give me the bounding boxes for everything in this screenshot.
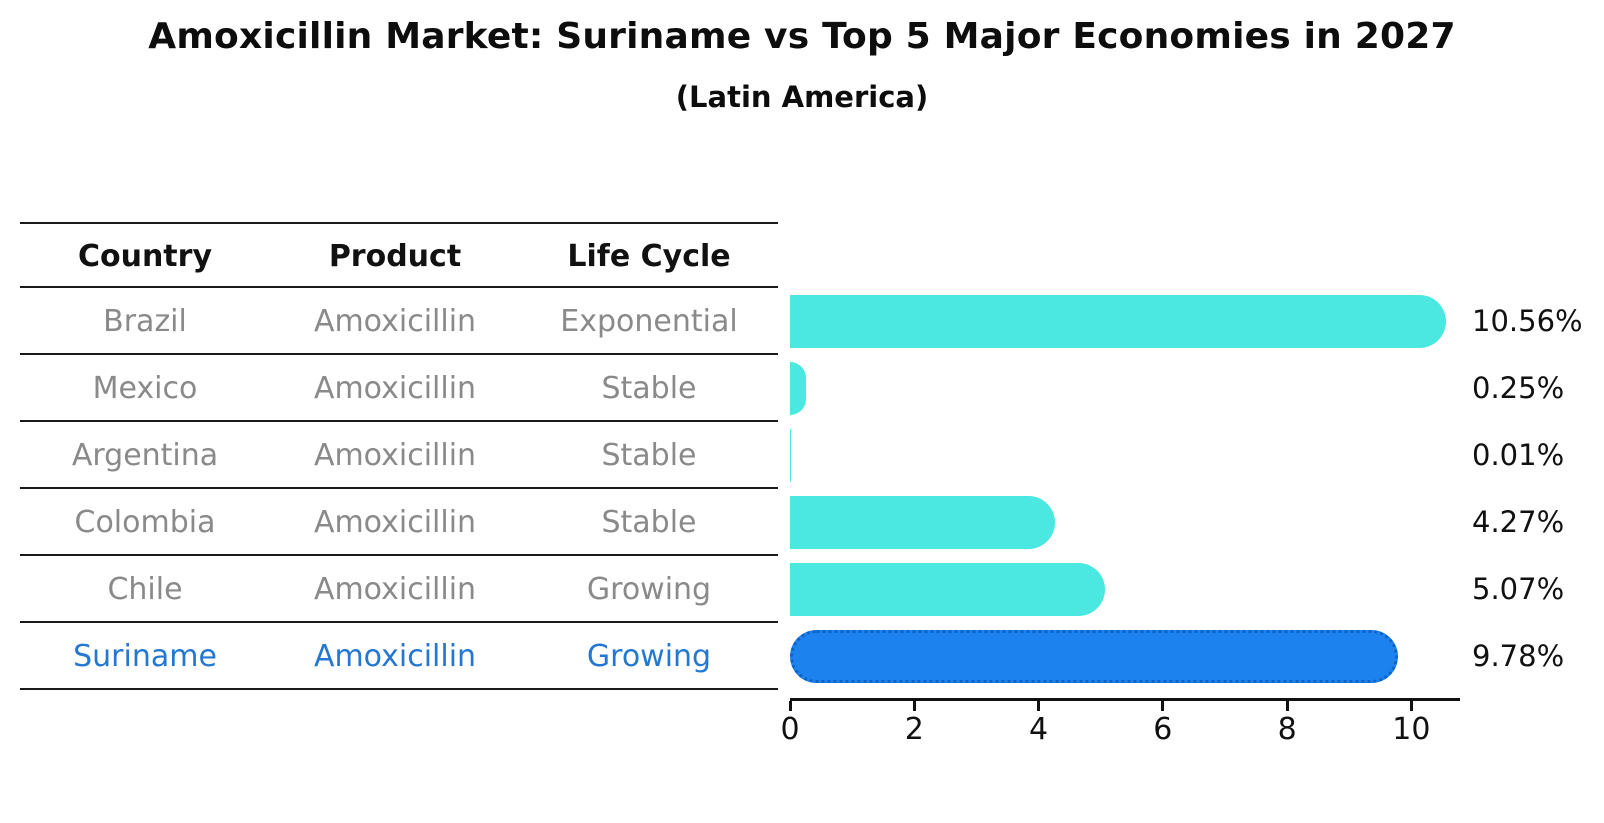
bar-colombia	[790, 496, 1056, 549]
bar-argentina	[790, 429, 791, 482]
value-label-chile: 5.07%	[1472, 572, 1565, 606]
cell-life-cycle: Stable	[601, 371, 697, 406]
cell-product: Amoxicillin	[313, 639, 477, 674]
table-top-rule	[20, 222, 778, 224]
x-tick-label: 4	[1029, 712, 1049, 747]
table-row-colombia: Colombia Amoxicillin Stable	[20, 489, 778, 556]
cell-country: Brazil	[103, 304, 187, 339]
x-axis-line	[790, 698, 1460, 701]
x-tick-label: 8	[1277, 712, 1297, 747]
x-tick-mark	[788, 701, 792, 711]
cell-country: Mexico	[92, 371, 198, 406]
value-labels: 10.56% 0.25% 0.01% 4.27% 5.07% 9.78%	[1472, 288, 1602, 690]
table-row-rule	[20, 688, 778, 690]
table-row-mexico: Mexico Amoxicillin Stable	[20, 355, 778, 422]
bar-row-mexico	[790, 355, 1458, 422]
x-tick-mark	[1037, 701, 1041, 711]
table-row-argentina: Argentina Amoxicillin Stable	[20, 422, 778, 489]
bar-row-argentina	[790, 422, 1458, 489]
table-header-rule	[20, 286, 778, 288]
cell-product: Amoxicillin	[313, 371, 477, 406]
cell-country: Argentina	[71, 438, 219, 473]
table-row-chile: Chile Amoxicillin Growing	[20, 556, 778, 623]
value-label-mexico: 0.25%	[1472, 371, 1565, 405]
bar-mexico	[790, 362, 806, 415]
cell-life-cycle: Stable	[601, 438, 697, 473]
cell-life-cycle: Growing	[586, 572, 712, 607]
page-subtitle: (Latin America)	[675, 80, 929, 114]
bar-brazil	[790, 295, 1447, 348]
bar-row-suriname	[790, 623, 1458, 690]
bar-row-brazil	[790, 288, 1458, 355]
table-row-rule	[20, 353, 778, 355]
data-table: Country Product Life Cycle Brazil Amoxici…	[20, 222, 778, 690]
bar-row-colombia	[790, 489, 1458, 556]
x-tick-mark	[1285, 701, 1289, 711]
table-row-rule	[20, 621, 778, 623]
cell-country: Colombia	[74, 505, 216, 540]
cell-product: Amoxicillin	[313, 572, 477, 607]
x-tick-mark	[912, 701, 916, 711]
table-row-rule	[20, 554, 778, 556]
bar-suriname	[790, 630, 1398, 683]
x-tick-label: 10	[1392, 712, 1431, 747]
bar-chart	[790, 288, 1458, 690]
cell-product: Amoxicillin	[313, 438, 477, 473]
cell-product: Amoxicillin	[313, 304, 477, 339]
table-row-brazil: Brazil Amoxicillin Exponential	[20, 288, 778, 355]
column-header-life-cycle: Life Cycle	[567, 238, 731, 274]
page-title: Amoxicillin Market: Suriname vs Top 5 Ma…	[148, 16, 1456, 57]
bar-chile	[790, 563, 1106, 616]
table-header-row: Country Product Life Cycle	[20, 224, 778, 288]
table-row-suriname: Suriname Amoxicillin Growing	[20, 623, 778, 690]
cell-country: Suriname	[73, 639, 217, 674]
value-label-argentina: 0.01%	[1472, 438, 1565, 472]
table-row-rule	[20, 420, 778, 422]
value-label-colombia: 4.27%	[1472, 505, 1565, 539]
x-tick-label: 0	[780, 712, 800, 747]
cell-product: Amoxicillin	[313, 505, 477, 540]
bar-row-chile	[790, 556, 1458, 623]
value-label-brazil: 10.56%	[1472, 304, 1583, 338]
cell-life-cycle: Exponential	[560, 304, 738, 339]
x-tick-mark	[1409, 701, 1413, 711]
cell-life-cycle: Stable	[601, 505, 697, 540]
x-tick-label: 6	[1153, 712, 1173, 747]
column-header-country: Country	[77, 238, 213, 274]
cell-life-cycle: Growing	[586, 639, 712, 674]
value-label-suriname: 9.78%	[1472, 639, 1565, 673]
cell-country: Chile	[107, 572, 183, 607]
x-tick-mark	[1161, 701, 1165, 711]
x-tick-label: 2	[904, 712, 924, 747]
table-row-rule	[20, 487, 778, 489]
column-header-product: Product	[328, 238, 462, 274]
